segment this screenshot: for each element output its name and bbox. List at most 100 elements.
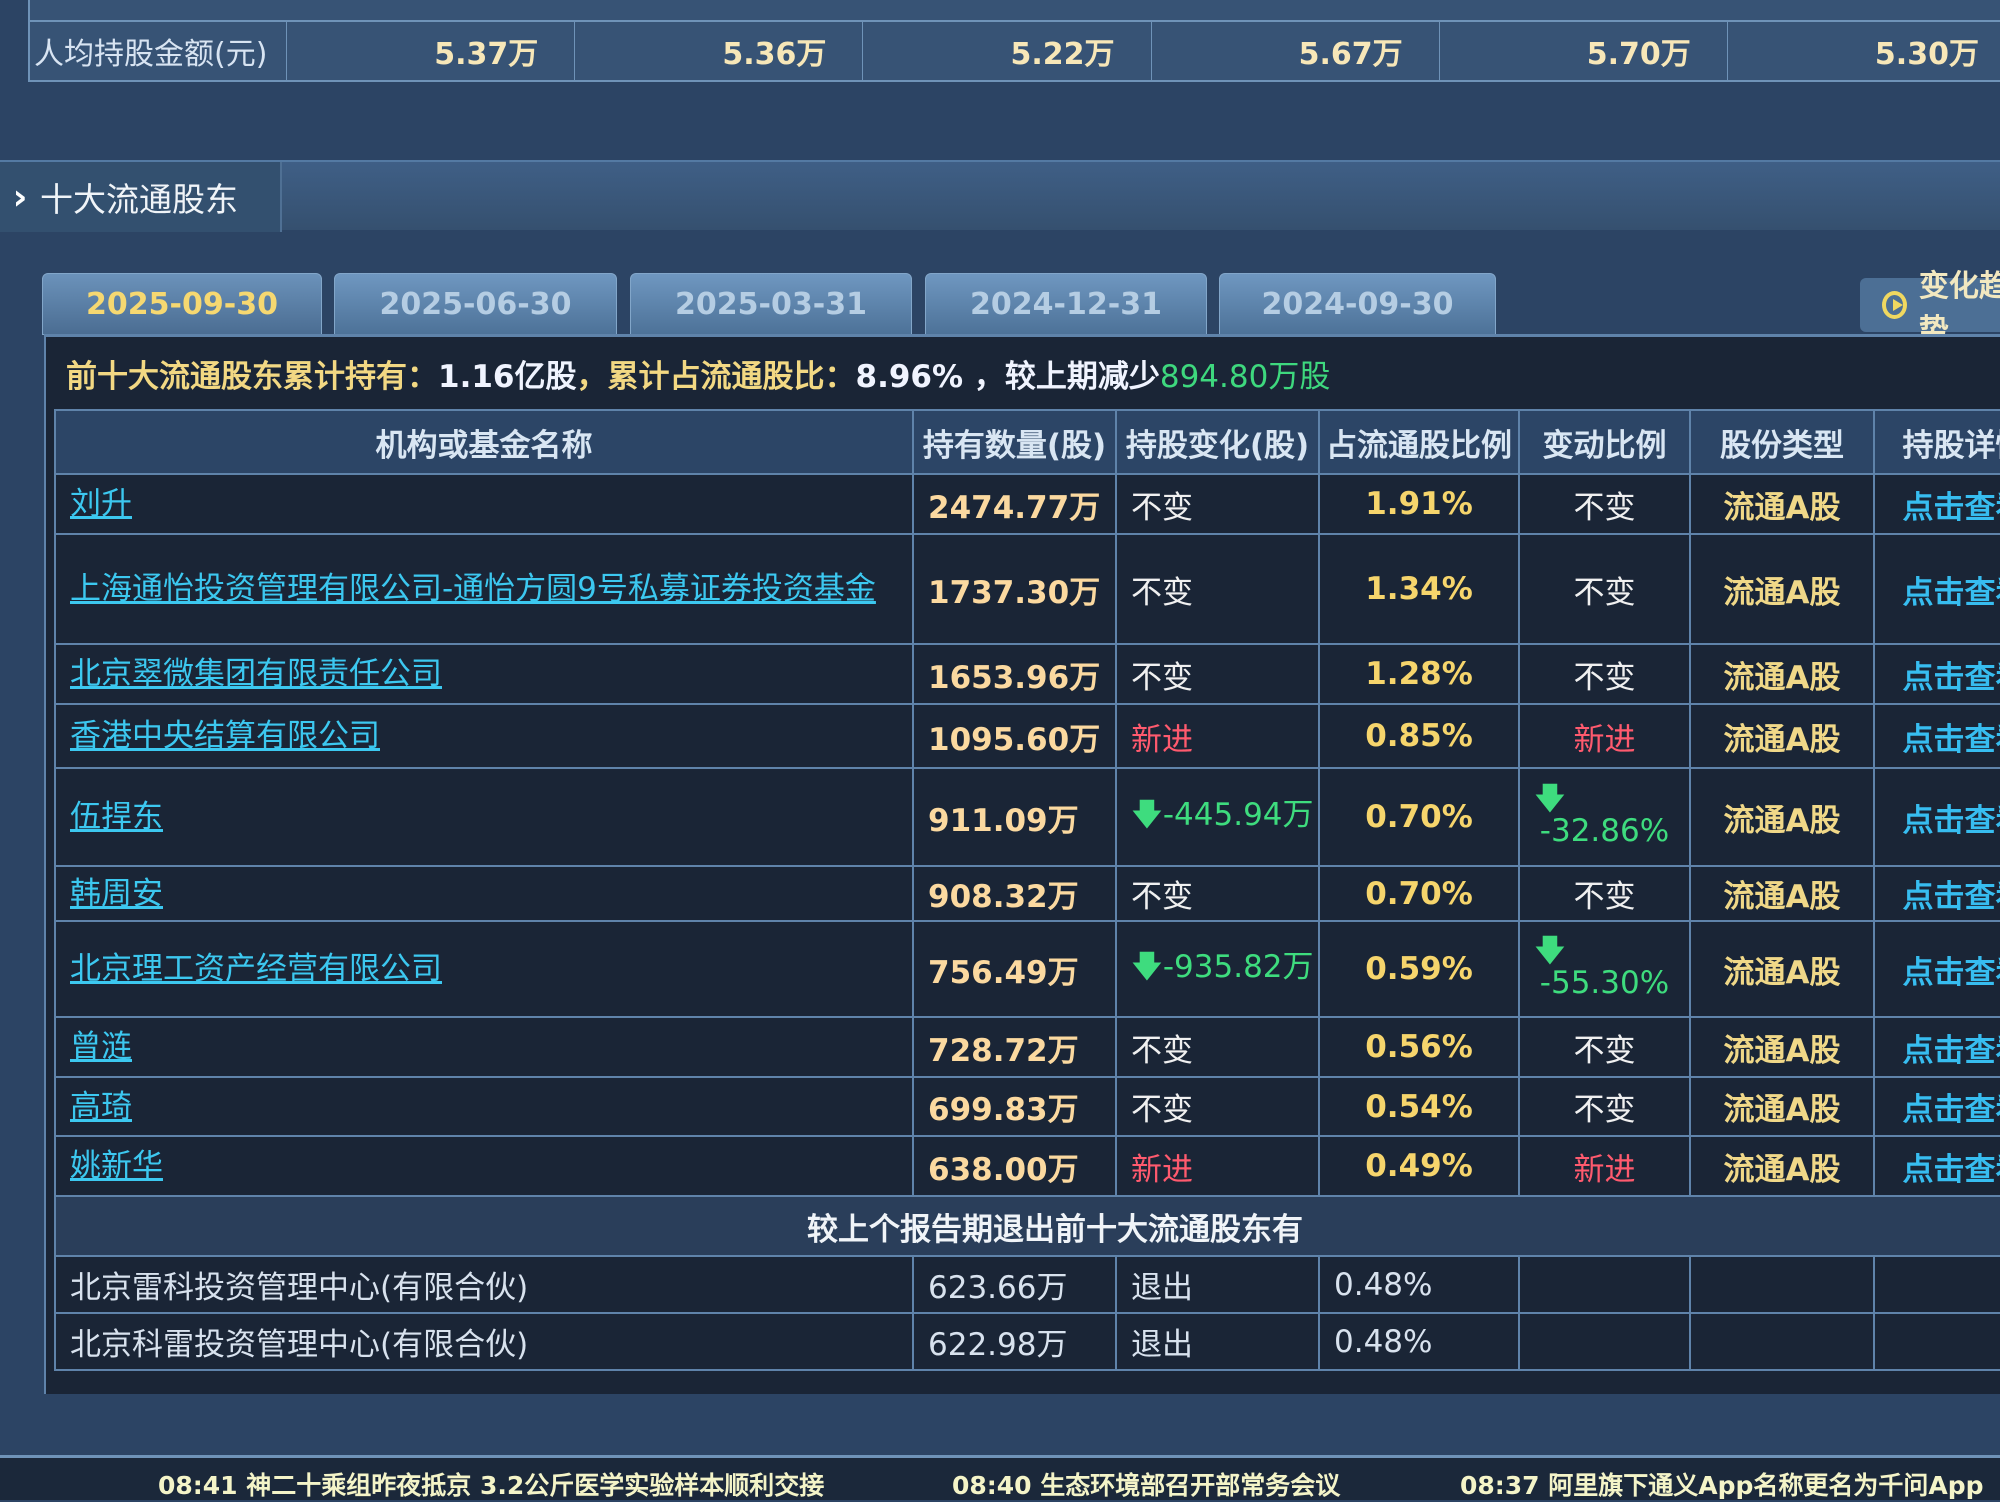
detail-link[interactable]: 点击查看 [1873, 703, 2000, 769]
empty-cell [1689, 1255, 1875, 1314]
change-value: 不变 [1131, 1032, 1193, 1069]
holder-name-link[interactable]: 上海通怡投资管理有限公司-通怡方圆9号私募证券投资基金 [70, 571, 876, 607]
change-value: 不变 [1131, 574, 1193, 611]
tab-2024-12-31[interactable]: 2024-12-31 [925, 273, 1207, 335]
holder-name-link[interactable]: 香港中央结算有限公司 [70, 718, 380, 754]
pct-cell: 新进 [1518, 1135, 1691, 1197]
pct-value: 不变 [1573, 879, 1636, 915]
summary-prefix: 前十大流通股东累计持有： [66, 359, 438, 395]
news-item[interactable]: 08:37 阿里旗下通义App名称更名为千问App [1460, 1471, 1984, 1500]
detail-link[interactable]: 点击查看 [1873, 1135, 2000, 1197]
qty-cell: 638.00万 [912, 1135, 1117, 1197]
holder-name-cell: 韩周安 [54, 865, 914, 922]
holder-name-cell: 高琦 [54, 1076, 914, 1137]
tab-2025-09-30[interactable]: 2025-09-30 [42, 273, 322, 335]
type-cell: 流通A股 [1689, 767, 1875, 867]
holder-name-cell: 曾涟 [54, 1016, 914, 1078]
type-cell: 流通A股 [1689, 1135, 1875, 1197]
table-row: 伍捍东 911.09万 🡇-445.94万 0.70% 🡇 -32.86% 流通A… [54, 767, 2000, 867]
table-row: 姚新华 638.00万 新进 0.49% 新进 流通A股 点击查看 [54, 1135, 2000, 1197]
qty-cell: 911.09万 [912, 767, 1117, 867]
pct-cell: 不变 [1518, 865, 1691, 922]
holder-name-cell: 北京理工资产经营有限公司 [54, 920, 914, 1018]
summary-mid: ，累计占流通股比： [576, 359, 856, 395]
exit-ratio: 0.48% [1318, 1255, 1520, 1314]
section-title[interactable]: › 十大流通股东 [0, 162, 282, 232]
row-label: 人均持股金额(元) [30, 22, 288, 80]
exit-ratio: 0.48% [1318, 1312, 1520, 1371]
table-row: 高琦 699.83万 不变 0.54% 不变 流通A股 点击查看 [54, 1076, 2000, 1137]
qty-cell: 908.32万 [912, 865, 1117, 922]
detail-link[interactable]: 点击查看 [1873, 920, 2000, 1018]
pct-cell: 🡇 -32.86% [1518, 767, 1691, 867]
top10-table: 机构或基金名称 持有数量(股) 持股变化(股) 占流通股比例 变动比例 股份类型… [54, 409, 2000, 1371]
news-item[interactable]: 08:41 神二十乘组昨夜抵京 3.2公斤医学实验样本顺利交接 [158, 1471, 825, 1500]
holder-name-link[interactable]: 韩周安 [70, 875, 163, 912]
col-detail: 持股详情 [1873, 409, 2000, 475]
detail-link[interactable]: 点击查看 [1873, 865, 2000, 922]
type-cell: 流通A股 [1689, 1016, 1875, 1078]
ratio-cell: 0.59% [1318, 920, 1520, 1018]
pct-value: 新进 [1573, 1151, 1636, 1188]
pct-cell: 不变 [1518, 1016, 1691, 1078]
arrow-down-icon: 🡇 [1131, 797, 1163, 833]
type-cell: 流通A股 [1689, 703, 1875, 769]
table-header: 机构或基金名称 持有数量(股) 持股变化(股) 占流通股比例 变动比例 股份类型… [54, 409, 2000, 475]
detail-link[interactable]: 点击查看 [1873, 533, 2000, 645]
news-item[interactable]: 08:40 生态环境部召开部常务会议 [952, 1471, 1341, 1500]
detail-link[interactable]: 点击查看 [1873, 1076, 2000, 1137]
tab-2024-09-30[interactable]: 2024-09-30 [1219, 273, 1496, 335]
holder-name-link[interactable]: 北京理工资产经营有限公司 [70, 951, 442, 987]
tab-2025-06-30[interactable]: 2025-06-30 [334, 273, 617, 335]
exit-name: 北京雷科投资管理中心(有限合伙) [54, 1255, 914, 1314]
holder-name-link[interactable]: 北京翠微集团有限责任公司 [70, 656, 442, 692]
detail-link[interactable]: 点击查看 [1873, 767, 2000, 867]
exit-row: 北京科雷投资管理中心(有限合伙) 622.98万 退出 0.48% [54, 1312, 2000, 1371]
qty-cell: 1653.96万 [912, 643, 1117, 705]
pct-cell: 新进 [1518, 703, 1691, 769]
ratio-cell: 0.56% [1318, 1016, 1520, 1078]
change-cell: 新进 [1115, 703, 1320, 769]
table-row: 香港中央结算有限公司 1095.60万 新进 0.85% 新进 流通A股 点击查… [54, 703, 2000, 769]
holder-name-cell: 姚新华 [54, 1135, 914, 1197]
holder-name-cell: 北京翠微集团有限责任公司 [54, 643, 914, 705]
section-header: › 十大流通股东 [0, 160, 2000, 232]
detail-link[interactable]: 点击查看 [1873, 473, 2000, 535]
change-cell: 不变 [1115, 865, 1320, 922]
tab-2025-03-31[interactable]: 2025-03-31 [630, 273, 912, 335]
change-value: 新进 [1131, 1151, 1193, 1188]
holder-name-link[interactable]: 刘升 [70, 486, 132, 522]
value-cell: 5.36万 [575, 22, 864, 80]
detail-link[interactable]: 点击查看 [1873, 1016, 2000, 1078]
holder-name-link[interactable]: 姚新华 [70, 1148, 163, 1184]
detail-link[interactable]: 点击查看 [1873, 643, 2000, 705]
change-value: -935.82万 [1162, 949, 1314, 985]
pct-value: 不变 [1573, 574, 1636, 611]
change-cell: 不变 [1115, 1076, 1320, 1137]
holder-name-link[interactable]: 曾涟 [70, 1029, 132, 1065]
value-cell: 5.30万 [1728, 22, 2000, 80]
holder-name-link[interactable]: 伍捍东 [70, 799, 163, 835]
news-ticker: 08:41 神二十乘组昨夜抵京 3.2公斤医学实验样本顺利交接 08:40 生态… [0, 1455, 2000, 1500]
change-cell: 不变 [1115, 643, 1320, 705]
holder-name-link[interactable]: 高琦 [70, 1088, 132, 1125]
trend-button[interactable]: 变化趋势 [1860, 269, 2000, 348]
exit-change: 退出 [1115, 1255, 1320, 1314]
holder-name-cell: 刘升 [54, 473, 914, 535]
qty-cell: 2474.77万 [912, 473, 1117, 535]
pct-value: 不变 [1573, 1092, 1636, 1128]
ratio-cell: 0.70% [1318, 865, 1520, 922]
chevron-right-icon: › [12, 176, 28, 218]
qty-cell: 699.83万 [912, 1076, 1117, 1137]
empty-cell [1689, 1312, 1875, 1371]
change-cell: 🡇-935.82万 [1115, 920, 1320, 1018]
type-cell: 流通A股 [1689, 643, 1875, 705]
qty-cell: 756.49万 [912, 920, 1117, 1018]
summary-total: 1.16亿股 [438, 359, 577, 395]
ratio-cell: 1.28% [1318, 643, 1520, 705]
change-value: 不变 [1131, 659, 1193, 696]
change-value: -445.94万 [1162, 797, 1314, 833]
col-name: 机构或基金名称 [54, 409, 914, 475]
exit-header: 较上个报告期退出前十大流通股东有 [54, 1195, 2000, 1257]
ratio-cell: 0.49% [1318, 1135, 1520, 1197]
